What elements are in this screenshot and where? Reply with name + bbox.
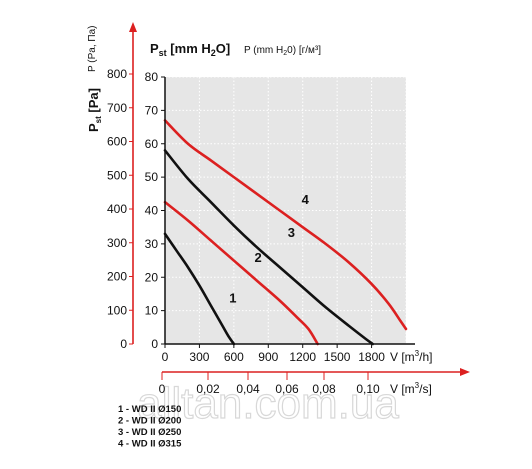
y-axis-pa-arrow <box>129 22 137 32</box>
y-pa-tick-label: 0 <box>120 337 127 351</box>
y-pa-tick-label: 400 <box>107 202 127 216</box>
series-labels: 1 2 3 4 <box>229 192 309 305</box>
legend-item: 4 - WD II Ø315 <box>118 439 182 450</box>
y-tick-label: 80 <box>145 70 159 84</box>
y-pa-tick-label: 100 <box>107 303 127 317</box>
y-primary-label-ru: P (mm H20) [г/м³] <box>244 45 321 57</box>
series-curve-4 <box>163 119 408 331</box>
x-tick-label: 600 <box>224 350 244 364</box>
y-tick-label: 0 <box>151 337 158 351</box>
y-primary-label: Pst [mm H2O] <box>150 41 230 58</box>
x-tick-labels-m3h: 0 300 600 900 1200 1500 1800 V [m3/h] <box>162 344 432 364</box>
series-curve-1 <box>163 232 236 346</box>
series-label-3: 3 <box>288 225 295 240</box>
series-curve-2 <box>163 200 319 346</box>
x-axis-m3s: 0 0,02 0,04 0,06 0,08 0,10 V [m3/s] <box>159 368 470 396</box>
x2-tick-label: 0,06 <box>275 382 299 396</box>
x-axis-m3s-arrow <box>460 368 470 376</box>
x2-tick-label: 0 <box>159 382 166 396</box>
y-tick-labels: 0 10 20 30 40 50 60 70 80 <box>145 70 165 351</box>
y-secondary-label: Pst [Pa] <box>86 88 103 132</box>
series-label-4: 4 <box>302 192 310 207</box>
legend-item: 3 - WD II Ø250 <box>118 427 181 438</box>
series-label-1: 1 <box>229 290 236 305</box>
legend-item: 2 - WD II Ø200 <box>118 416 181 427</box>
series-curve-3 <box>163 149 375 346</box>
legend-item: 1 - WD II Ø150 <box>118 404 181 415</box>
x-tick-label: 0 <box>162 350 169 364</box>
y-tick-label: 50 <box>145 170 159 184</box>
watermark: alltan.com.ua <box>137 379 399 428</box>
y-pa-tick-label: 300 <box>107 236 127 250</box>
x2-tick-label: 0,08 <box>312 382 336 396</box>
y-tick-label: 70 <box>145 103 159 117</box>
y-pa-tick-label: 500 <box>107 168 127 182</box>
x-axis-label-m3s: V [m3/s] <box>390 381 432 396</box>
series-group <box>163 119 408 346</box>
x2-tick-label: 0,10 <box>356 382 380 396</box>
y-pa-tick-label: 800 <box>107 67 127 81</box>
y-pa-tick-label: 600 <box>107 135 127 149</box>
x-tick-label: 1200 <box>289 350 316 364</box>
x-tick-label: 1800 <box>358 350 385 364</box>
y-tick-label: 20 <box>145 270 159 284</box>
x-tick-label: 1500 <box>324 350 351 364</box>
y-tick-label: 40 <box>145 204 159 218</box>
y-axis-pa: 0 100 200 300 400 500 600 700 800 <box>107 22 137 351</box>
x2-tick-label: 0,02 <box>196 382 220 396</box>
series-label-2: 2 <box>255 250 262 265</box>
y-pa-tick-label: 200 <box>107 270 127 284</box>
x2-tick-label: 0,04 <box>236 382 260 396</box>
y-tick-label: 30 <box>145 237 159 251</box>
y-tick-label: 10 <box>145 304 159 318</box>
y-pa-tick-label: 700 <box>107 101 127 115</box>
x-axis-label-m3h: V [m3/h] <box>390 349 432 364</box>
x-tick-label: 300 <box>189 350 209 364</box>
y-secondary-label-ru: P (Pa, Па) <box>87 26 98 72</box>
y-tick-label: 60 <box>145 137 159 151</box>
x-tick-label: 900 <box>258 350 278 364</box>
